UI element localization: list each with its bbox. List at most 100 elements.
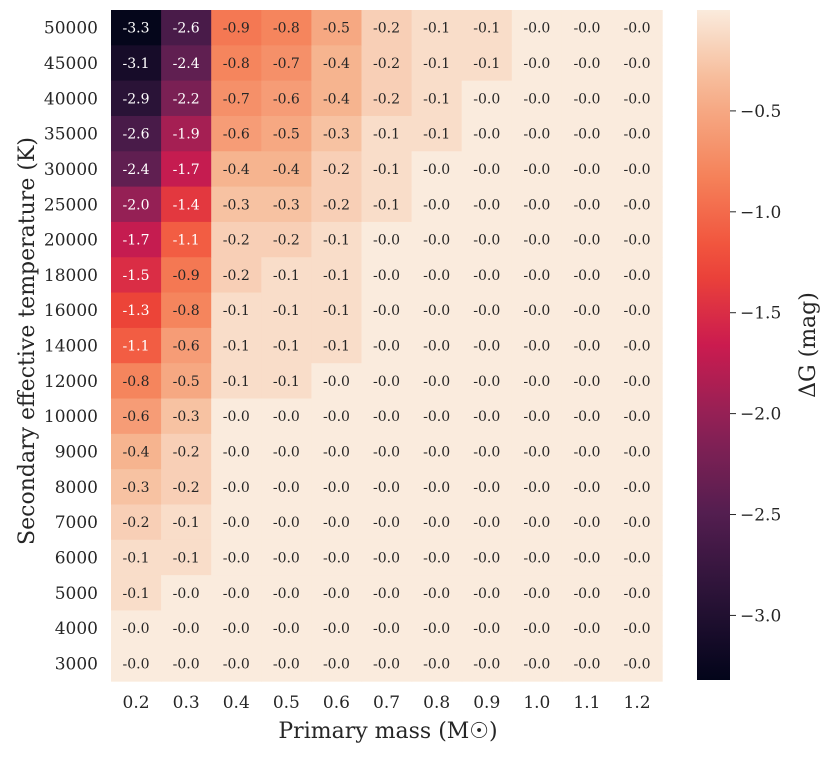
heatmap-cell-label: -0.0: [423, 586, 450, 602]
heatmap-cell: [612, 504, 663, 541]
heatmap-cell-label: -0.0: [223, 550, 250, 566]
heatmap-cell-label: -0.0: [624, 21, 651, 37]
heatmap-cell-label: -0.0: [573, 197, 600, 213]
heatmap-cell: [111, 645, 162, 682]
heatmap-cell: [561, 257, 613, 294]
heatmap-cell: [361, 469, 413, 506]
heatmap-cell: [511, 398, 563, 435]
heatmap-cell-label: -0.0: [123, 656, 150, 672]
heatmap-cell: [361, 292, 413, 329]
heatmap-cell: [161, 504, 212, 541]
heatmap-cell: [211, 10, 262, 46]
heatmap-cell: [411, 80, 463, 117]
heatmap-cell-label: -0.0: [373, 621, 400, 637]
heatmap-cell: [261, 45, 312, 82]
heatmap-cell: [511, 610, 563, 647]
heatmap-cell-label: -0.4: [123, 445, 150, 461]
y-axis-title: Secondary effective temperature (K): [15, 137, 40, 545]
heatmap-cell: [161, 575, 212, 612]
heatmap-cell: [161, 645, 212, 682]
heatmap-cell-label: -0.1: [473, 56, 500, 72]
heatmap-cell-label: -0.0: [373, 586, 400, 602]
y-tick-label: 25000: [44, 195, 98, 215]
heatmap-cell-label: -0.0: [624, 480, 651, 496]
y-tick-label: 10000: [44, 407, 98, 427]
heatmap-cell: [612, 645, 663, 682]
heatmap-cell-label: -2.4: [123, 162, 150, 178]
heatmap-cell-label: -0.0: [573, 515, 600, 531]
heatmap-cell-label: -0.0: [473, 515, 500, 531]
heatmap-cell-label: -0.0: [523, 445, 550, 461]
colorbar-tick-label: −2.5: [740, 506, 781, 526]
heatmap-cell-label: -1.7: [173, 162, 200, 178]
heatmap-cell-label: -0.1: [223, 303, 250, 319]
heatmap-cell: [111, 292, 162, 329]
heatmap-cell-label: -0.0: [323, 515, 350, 531]
heatmap-cell: [261, 645, 312, 682]
heatmap-cell-label: -0.0: [423, 656, 450, 672]
heatmap-cell-label: -0.0: [223, 409, 250, 425]
heatmap-cell: [311, 363, 363, 400]
heatmap-cell: [211, 363, 262, 400]
heatmap-cell: [612, 469, 663, 506]
heatmap-cell: [361, 10, 413, 46]
x-tick-label: 0.2: [123, 693, 150, 713]
heatmap-cell: [612, 575, 663, 612]
heatmap-cell: [461, 433, 513, 470]
heatmap-cell: [111, 539, 162, 576]
heatmap-cell: [461, 398, 513, 435]
heatmap-cell-label: -0.1: [323, 268, 350, 284]
heatmap-cell: [361, 539, 413, 576]
y-tick-label: 12000: [44, 372, 98, 392]
heatmap-cell-label: -2.4: [173, 56, 200, 72]
y-tick-label: 14000: [44, 337, 98, 357]
heatmap-cell: [111, 10, 162, 46]
heatmap-cell-label: -0.0: [223, 656, 250, 672]
heatmap-cell: [561, 363, 613, 400]
heatmap-cell-label: -0.0: [373, 268, 400, 284]
heatmap-cell: [211, 610, 262, 647]
heatmap-cell: [261, 327, 312, 364]
heatmap-cell: [311, 257, 363, 294]
x-tick-labels: 0.2 0.3 0.4 0.5 0.6 0.7 0.8 0.9 1.0 1.1 1.2: [123, 693, 651, 713]
heatmap-cell: [361, 575, 413, 612]
y-tick-label: 4000: [55, 619, 98, 639]
heatmap-cell-label: -0.2: [173, 445, 200, 461]
heatmap-cell-label: -0.0: [473, 91, 500, 107]
colorbar-tick-label: −0.5: [740, 102, 781, 122]
heatmap-cell-label: -0.0: [523, 197, 550, 213]
heatmap-cell: [511, 10, 563, 46]
heatmap-cell: [612, 186, 663, 223]
heatmap-cell-label: -0.8: [123, 374, 150, 390]
heatmap-cell: [211, 45, 262, 82]
heatmap-cell-label: -0.1: [223, 374, 250, 390]
y-tick-labels: 50000 45000 40000 35000 30000 25000 20000 18000…: [44, 19, 98, 675]
heatmap-cell-label: -0.0: [273, 445, 300, 461]
heatmap-cell: [211, 221, 262, 258]
heatmap-cell-label: -3.3: [123, 21, 150, 37]
heatmap-cell: [361, 151, 413, 188]
heatmap-cell: [612, 151, 663, 188]
heatmap-cell: [311, 80, 363, 117]
heatmap-cell-label: -0.6: [223, 127, 250, 143]
heatmap-cell-label: -1.7: [123, 233, 150, 249]
y-tick-label: 3000: [55, 654, 98, 674]
heatmap-cell: [511, 469, 563, 506]
heatmap-cell-label: -0.0: [123, 621, 150, 637]
heatmap-cell-label: -0.0: [523, 515, 550, 531]
heatmap-cell-label: -0.3: [223, 197, 250, 213]
heatmap-cell-label: -0.0: [273, 586, 300, 602]
heatmap-cell-label: -0.0: [573, 445, 600, 461]
heatmap-cell: [612, 539, 663, 576]
heatmap-cell: [561, 645, 613, 682]
heatmap-cell: [511, 539, 563, 576]
heatmap-cell-label: -0.1: [423, 91, 450, 107]
heatmap-cell-label: -0.0: [373, 656, 400, 672]
x-tick-label: 1.0: [523, 693, 550, 713]
heatmap-cell: [361, 327, 413, 364]
x-tick-label: 0.5: [273, 693, 300, 713]
heatmap-cell: [261, 257, 312, 294]
heatmap-cell-label: -0.1: [173, 515, 200, 531]
colorbar-tick-label: −1.5: [740, 304, 781, 324]
heatmap-cell-label: -0.0: [573, 339, 600, 355]
